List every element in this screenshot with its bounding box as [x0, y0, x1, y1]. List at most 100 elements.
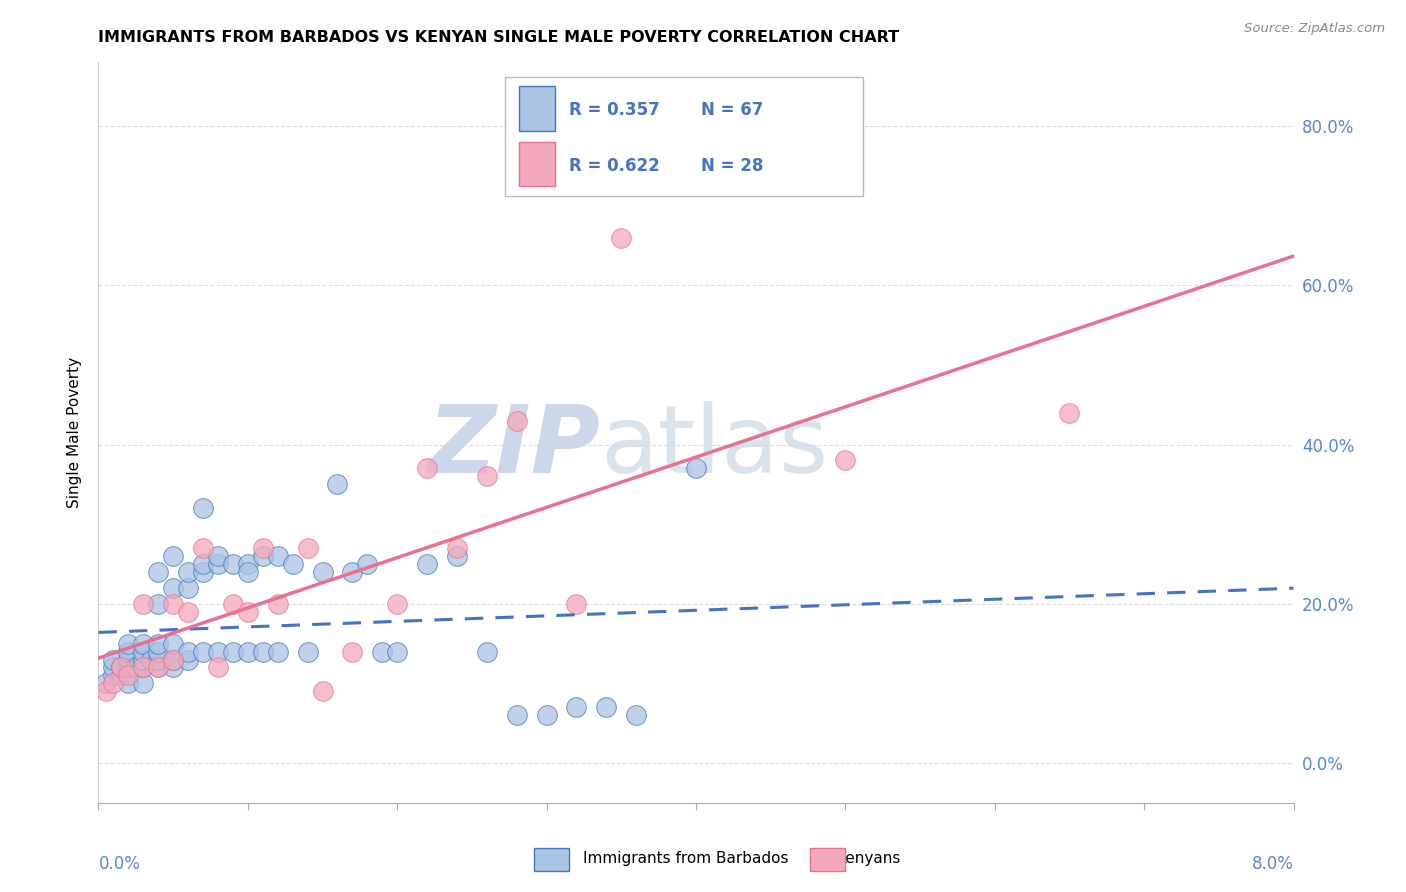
Point: [252, 549, 274, 563]
Point: [342, 644, 364, 658]
Point: [110, 660, 132, 674]
Point: [356, 557, 378, 571]
Point: [222, 644, 245, 658]
Point: [117, 668, 139, 682]
Point: [103, 660, 125, 674]
Point: [177, 644, 200, 658]
Point: [536, 708, 558, 723]
Point: [342, 565, 364, 579]
Point: [207, 644, 229, 658]
Point: [565, 597, 588, 611]
Point: [103, 652, 125, 666]
Point: [148, 637, 170, 651]
Point: [626, 708, 648, 723]
Point: [236, 644, 259, 658]
Point: [236, 605, 259, 619]
Point: [297, 644, 319, 658]
Point: [207, 557, 229, 571]
Point: [148, 644, 170, 658]
Point: [103, 668, 125, 682]
Point: [110, 668, 132, 682]
Point: [207, 660, 229, 674]
Point: [685, 461, 707, 475]
Point: [297, 541, 319, 555]
Point: [132, 597, 155, 611]
Y-axis label: Single Male Poverty: Single Male Poverty: [67, 357, 83, 508]
Point: [132, 660, 155, 674]
Text: N = 28: N = 28: [700, 157, 763, 175]
Text: 0.0%: 0.0%: [98, 855, 141, 872]
Point: [117, 644, 139, 658]
Point: [311, 684, 333, 698]
Point: [191, 557, 214, 571]
Point: [191, 644, 214, 658]
Point: [222, 557, 245, 571]
Point: [177, 605, 200, 619]
Point: [132, 652, 155, 666]
Point: [475, 469, 498, 483]
Point: [132, 660, 155, 674]
Point: [595, 700, 617, 714]
FancyBboxPatch shape: [505, 78, 863, 195]
Point: [148, 652, 170, 666]
Point: [506, 414, 529, 428]
Point: [311, 565, 333, 579]
Point: [385, 644, 409, 658]
Point: [207, 549, 229, 563]
Point: [326, 477, 349, 491]
Point: [610, 230, 633, 244]
Text: R = 0.622: R = 0.622: [569, 157, 659, 175]
Point: [162, 637, 184, 651]
Point: [132, 676, 155, 690]
Text: IMMIGRANTS FROM BARBADOS VS KENYAN SINGLE MALE POVERTY CORRELATION CHART: IMMIGRANTS FROM BARBADOS VS KENYAN SINGL…: [98, 29, 900, 45]
Point: [148, 597, 170, 611]
Point: [191, 541, 214, 555]
Point: [191, 501, 214, 516]
Point: [162, 597, 184, 611]
Point: [162, 652, 184, 666]
Point: [267, 549, 290, 563]
Point: [281, 557, 304, 571]
Point: [148, 565, 170, 579]
Point: [132, 652, 155, 666]
Text: ZIP: ZIP: [427, 401, 600, 493]
Point: [475, 644, 498, 658]
Point: [416, 557, 439, 571]
Text: atlas: atlas: [600, 401, 828, 493]
Point: [94, 676, 117, 690]
Point: [103, 676, 125, 690]
Point: [177, 565, 200, 579]
Point: [252, 644, 274, 658]
Point: [177, 652, 200, 666]
Point: [385, 597, 409, 611]
Point: [267, 644, 290, 658]
Point: [148, 660, 170, 674]
Text: R = 0.357: R = 0.357: [569, 102, 659, 120]
Text: Source: ZipAtlas.com: Source: ZipAtlas.com: [1244, 22, 1385, 36]
Point: [117, 637, 139, 651]
Point: [148, 660, 170, 674]
Point: [371, 644, 394, 658]
Point: [834, 453, 856, 467]
Point: [446, 541, 468, 555]
FancyBboxPatch shape: [519, 87, 555, 130]
Point: [416, 461, 439, 475]
Point: [252, 541, 274, 555]
Point: [177, 581, 200, 595]
Point: [132, 637, 155, 651]
Point: [117, 660, 139, 674]
FancyBboxPatch shape: [519, 142, 555, 186]
Point: [132, 644, 155, 658]
Text: Kenyans: Kenyans: [837, 851, 901, 865]
Point: [139, 652, 162, 666]
Text: N = 67: N = 67: [700, 102, 763, 120]
Point: [162, 581, 184, 595]
Point: [222, 597, 245, 611]
Point: [446, 549, 468, 563]
Point: [267, 597, 290, 611]
Point: [565, 700, 588, 714]
Point: [117, 676, 139, 690]
Point: [191, 565, 214, 579]
Point: [1059, 406, 1081, 420]
Point: [162, 652, 184, 666]
